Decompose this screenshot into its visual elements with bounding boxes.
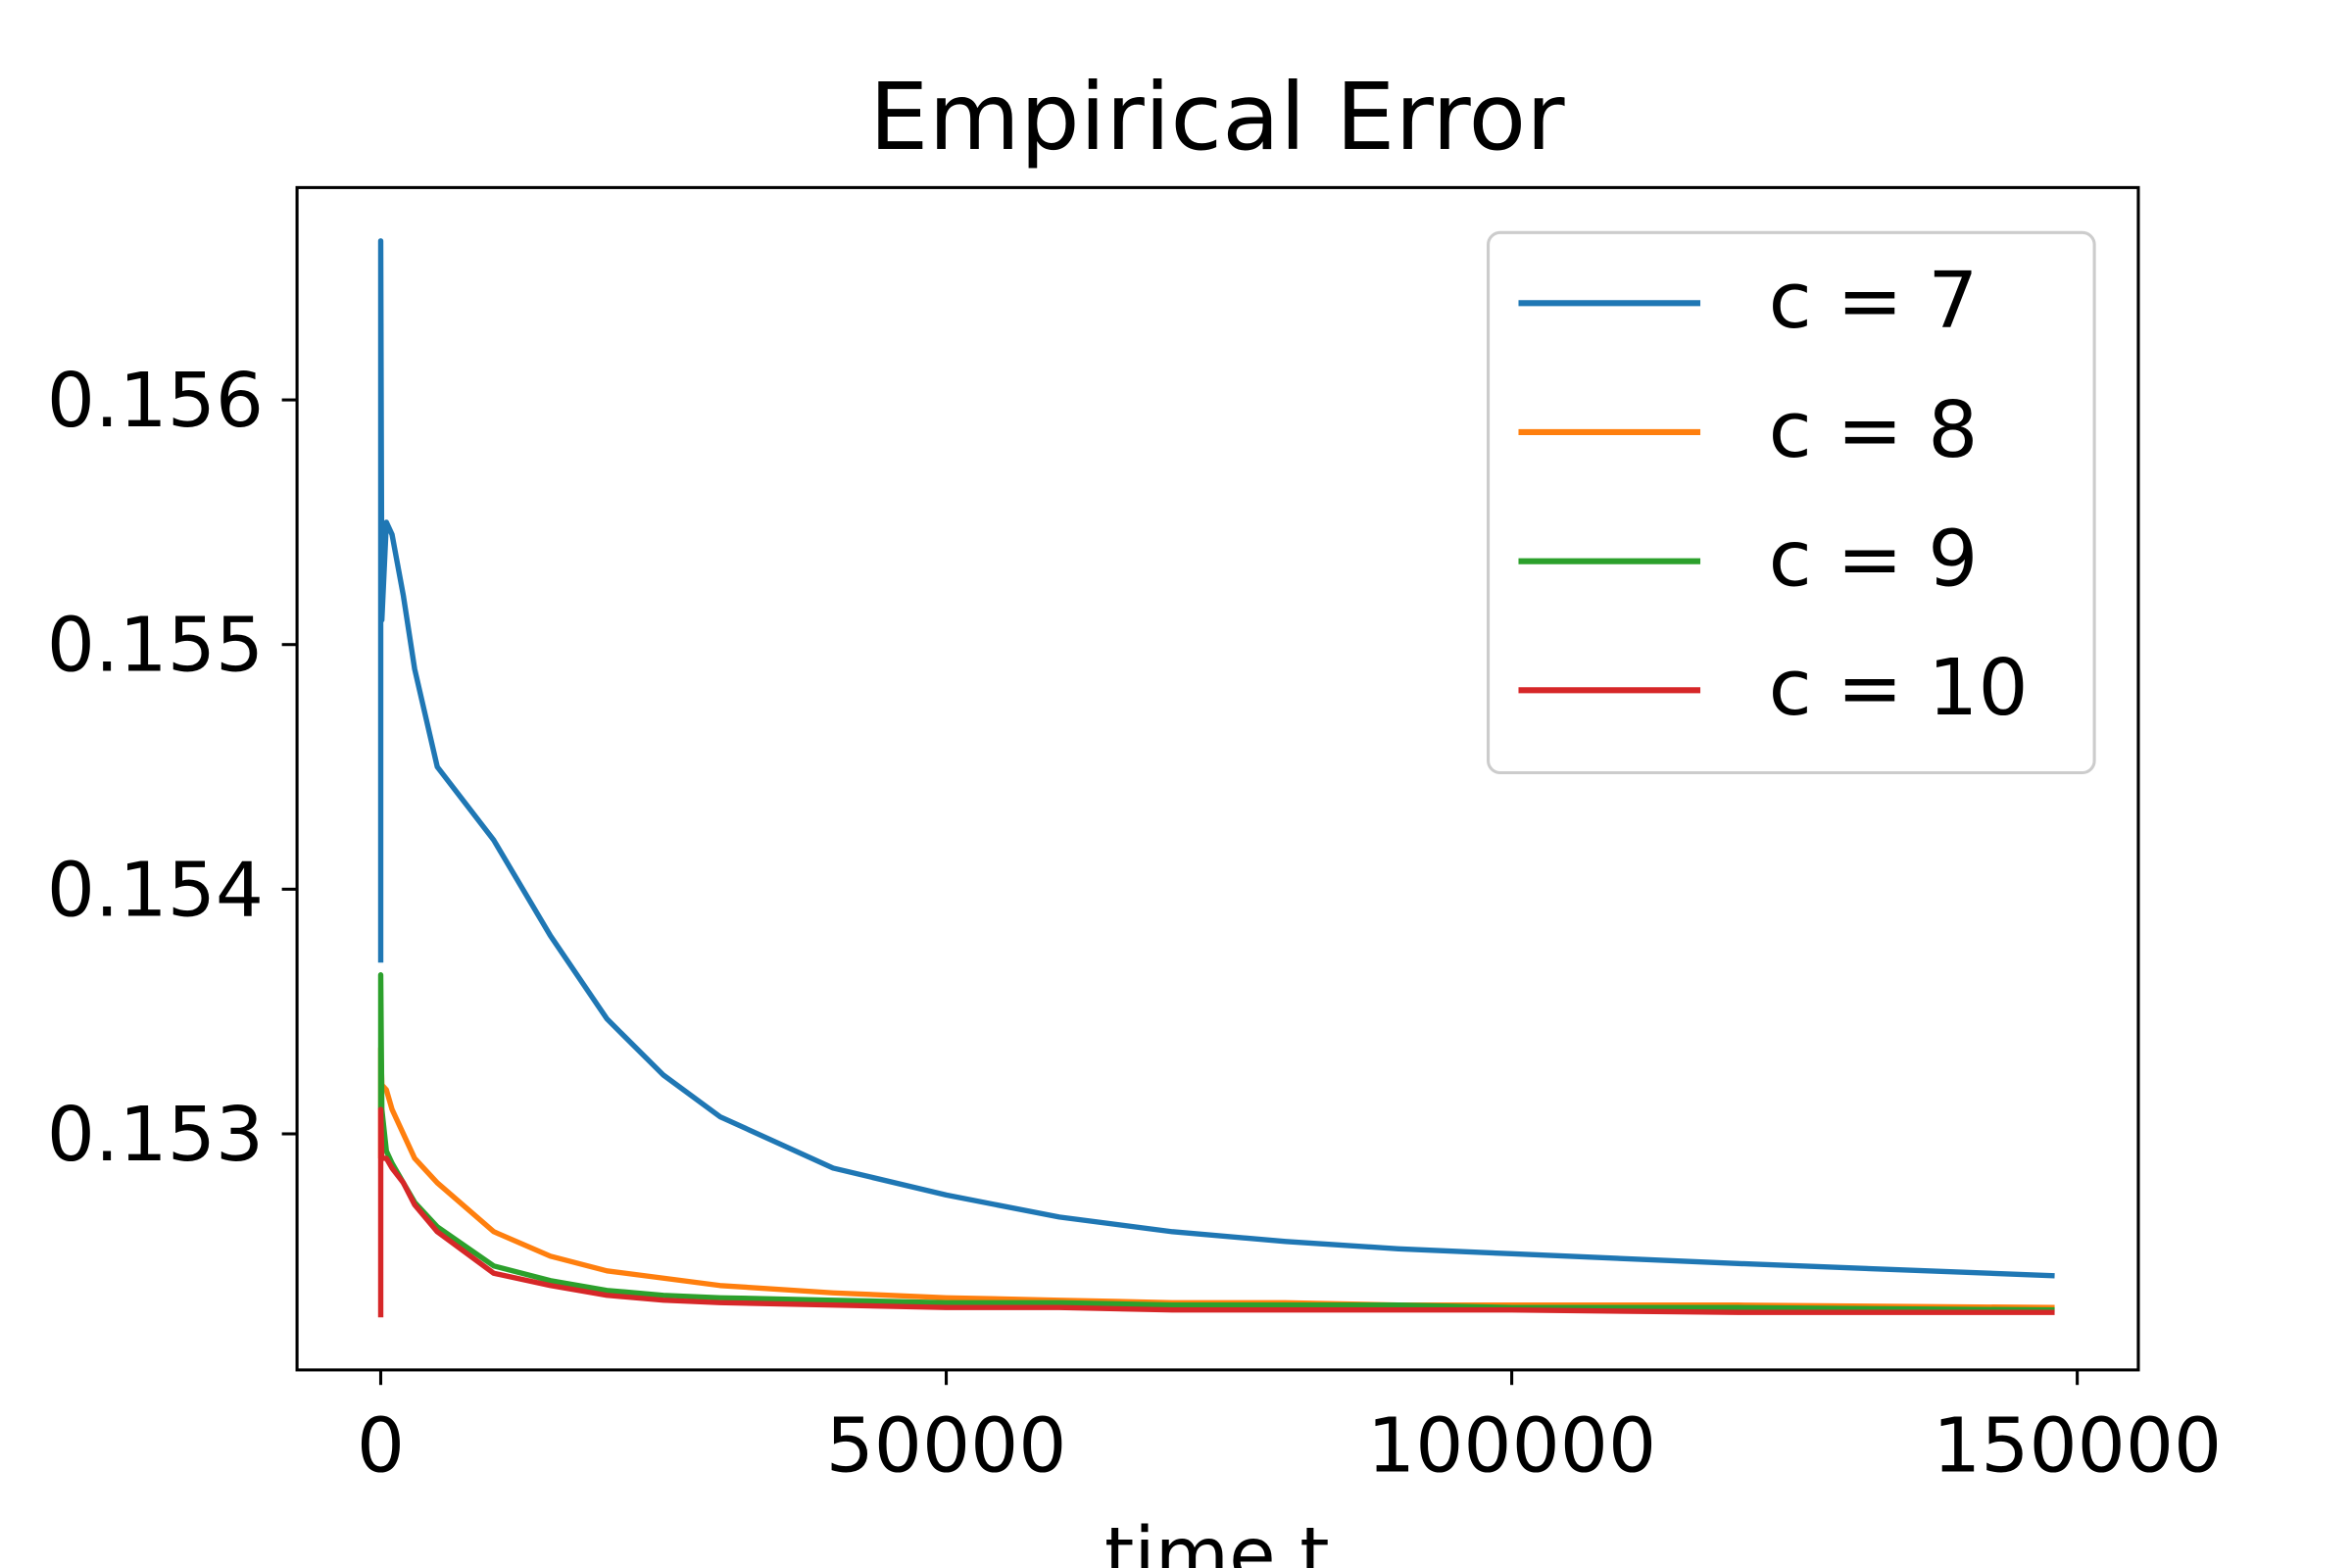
legend-label: c = 10 [1769, 643, 2029, 734]
y-tick-label: 0.155 [47, 603, 264, 690]
x-tick-label: 0 [357, 1403, 405, 1491]
legend-label: c = 8 [1769, 384, 1979, 475]
y-tick-label: 0.154 [47, 848, 264, 935]
x-tick-label: 100000 [1367, 1403, 1656, 1491]
y-tick-label: 0.156 [47, 358, 264, 445]
chart-title: Empirical Error [869, 63, 1565, 171]
legend-label: c = 9 [1769, 514, 1979, 605]
y-tick-label: 0.153 [47, 1092, 264, 1179]
data-line [377, 238, 2055, 1279]
plot-frame [295, 185, 2140, 1372]
data-line [377, 1106, 2055, 1318]
x-tick-label: 150000 [1933, 1403, 2222, 1491]
data-line [377, 972, 2055, 1313]
x-axis-label: time t [1104, 1513, 1330, 1568]
legend-label: c = 7 [1769, 256, 1979, 347]
legend-box [1487, 230, 2096, 775]
x-tick-label: 50000 [826, 1403, 1067, 1491]
